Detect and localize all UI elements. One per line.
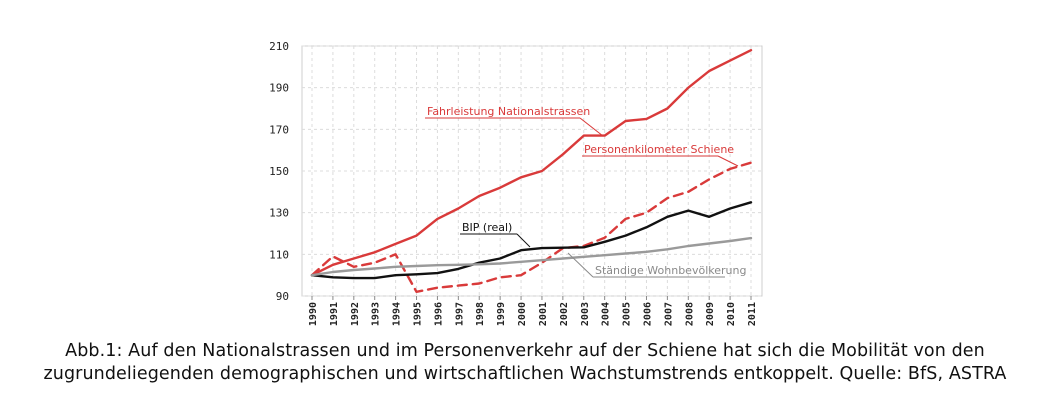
x-tick-label: 1999 — [496, 302, 507, 326]
series-line-bip — [310, 201, 753, 280]
line-chart: 90 110 130 150 170 190 210 1990 1991 1992 1993 1994… — [269, 40, 763, 326]
x-tick-label: 2004 — [601, 302, 612, 326]
y-tick-label: 110 — [269, 248, 289, 261]
chart-series — [310, 49, 753, 293]
x-tick-label: 2007 — [663, 302, 674, 326]
series-label-leader — [516, 233, 531, 248]
figure-caption: Abb.1: Auf den Nationalstrassen und im P… — [0, 340, 1050, 386]
x-tick-label: 2005 — [622, 302, 633, 326]
y-tick-label: 90 — [276, 290, 289, 303]
series-line-fahrleistung — [310, 49, 753, 277]
y-tick-label: 170 — [269, 123, 289, 136]
x-tick-label: 1991 — [329, 302, 340, 326]
x-tick-label: 2006 — [642, 302, 653, 326]
x-tick-label: 2011 — [747, 302, 758, 326]
x-tick-label: 2010 — [726, 302, 737, 326]
series-line-personenkilometer — [310, 161, 753, 293]
x-tick-label: 1994 — [392, 302, 403, 326]
series-line-bevoelkerung — [310, 236, 753, 277]
x-tick-label: 1996 — [433, 302, 444, 326]
chart-tick-labels: 90 110 130 150 170 190 210 1990 1991 1992 1993 1994… — [269, 40, 758, 326]
x-tick-label: 1995 — [413, 302, 424, 326]
x-tick-label: 1997 — [454, 302, 465, 326]
caption-line-1: Abb.1: Auf den Nationalstrassen und im P… — [65, 341, 985, 361]
x-tick-label: 2003 — [580, 302, 591, 326]
series-label-personenkilometer: Personenkilometer Schiene — [584, 143, 734, 156]
y-tick-label: 150 — [269, 165, 289, 178]
series-label-leader — [579, 117, 604, 137]
chart-grid — [301, 45, 763, 300]
x-tick-label: 1998 — [475, 302, 486, 326]
x-tick-label: 2009 — [705, 302, 716, 326]
x-tick-label: 2008 — [684, 302, 695, 326]
caption-line-2: zugrundeliegenden demographischen und wi… — [43, 364, 1007, 384]
series-label-leader — [717, 155, 739, 167]
x-tick-label: 1990 — [308, 302, 319, 326]
series-label-bip: BIP (real) — [462, 221, 512, 234]
y-tick-label: 210 — [269, 40, 289, 53]
y-tick-label: 190 — [269, 82, 289, 95]
series-label-fahrleistung: Fahrleistung Nationalstrassen — [427, 105, 590, 118]
series-label-bevoelkerung: Ständige Wohnbevölkerung — [595, 264, 746, 277]
chart-series-labels: Fahrleistung Nationalstrassen Personenkil… — [425, 105, 746, 278]
x-tick-label: 2001 — [538, 302, 549, 326]
x-tick-label: 1993 — [371, 302, 382, 326]
series-label-leader — [567, 252, 594, 278]
x-tick-label: 2002 — [559, 302, 570, 326]
y-tick-label: 130 — [269, 207, 289, 220]
x-tick-label: 1992 — [350, 302, 361, 326]
x-tick-label: 2000 — [517, 302, 528, 326]
